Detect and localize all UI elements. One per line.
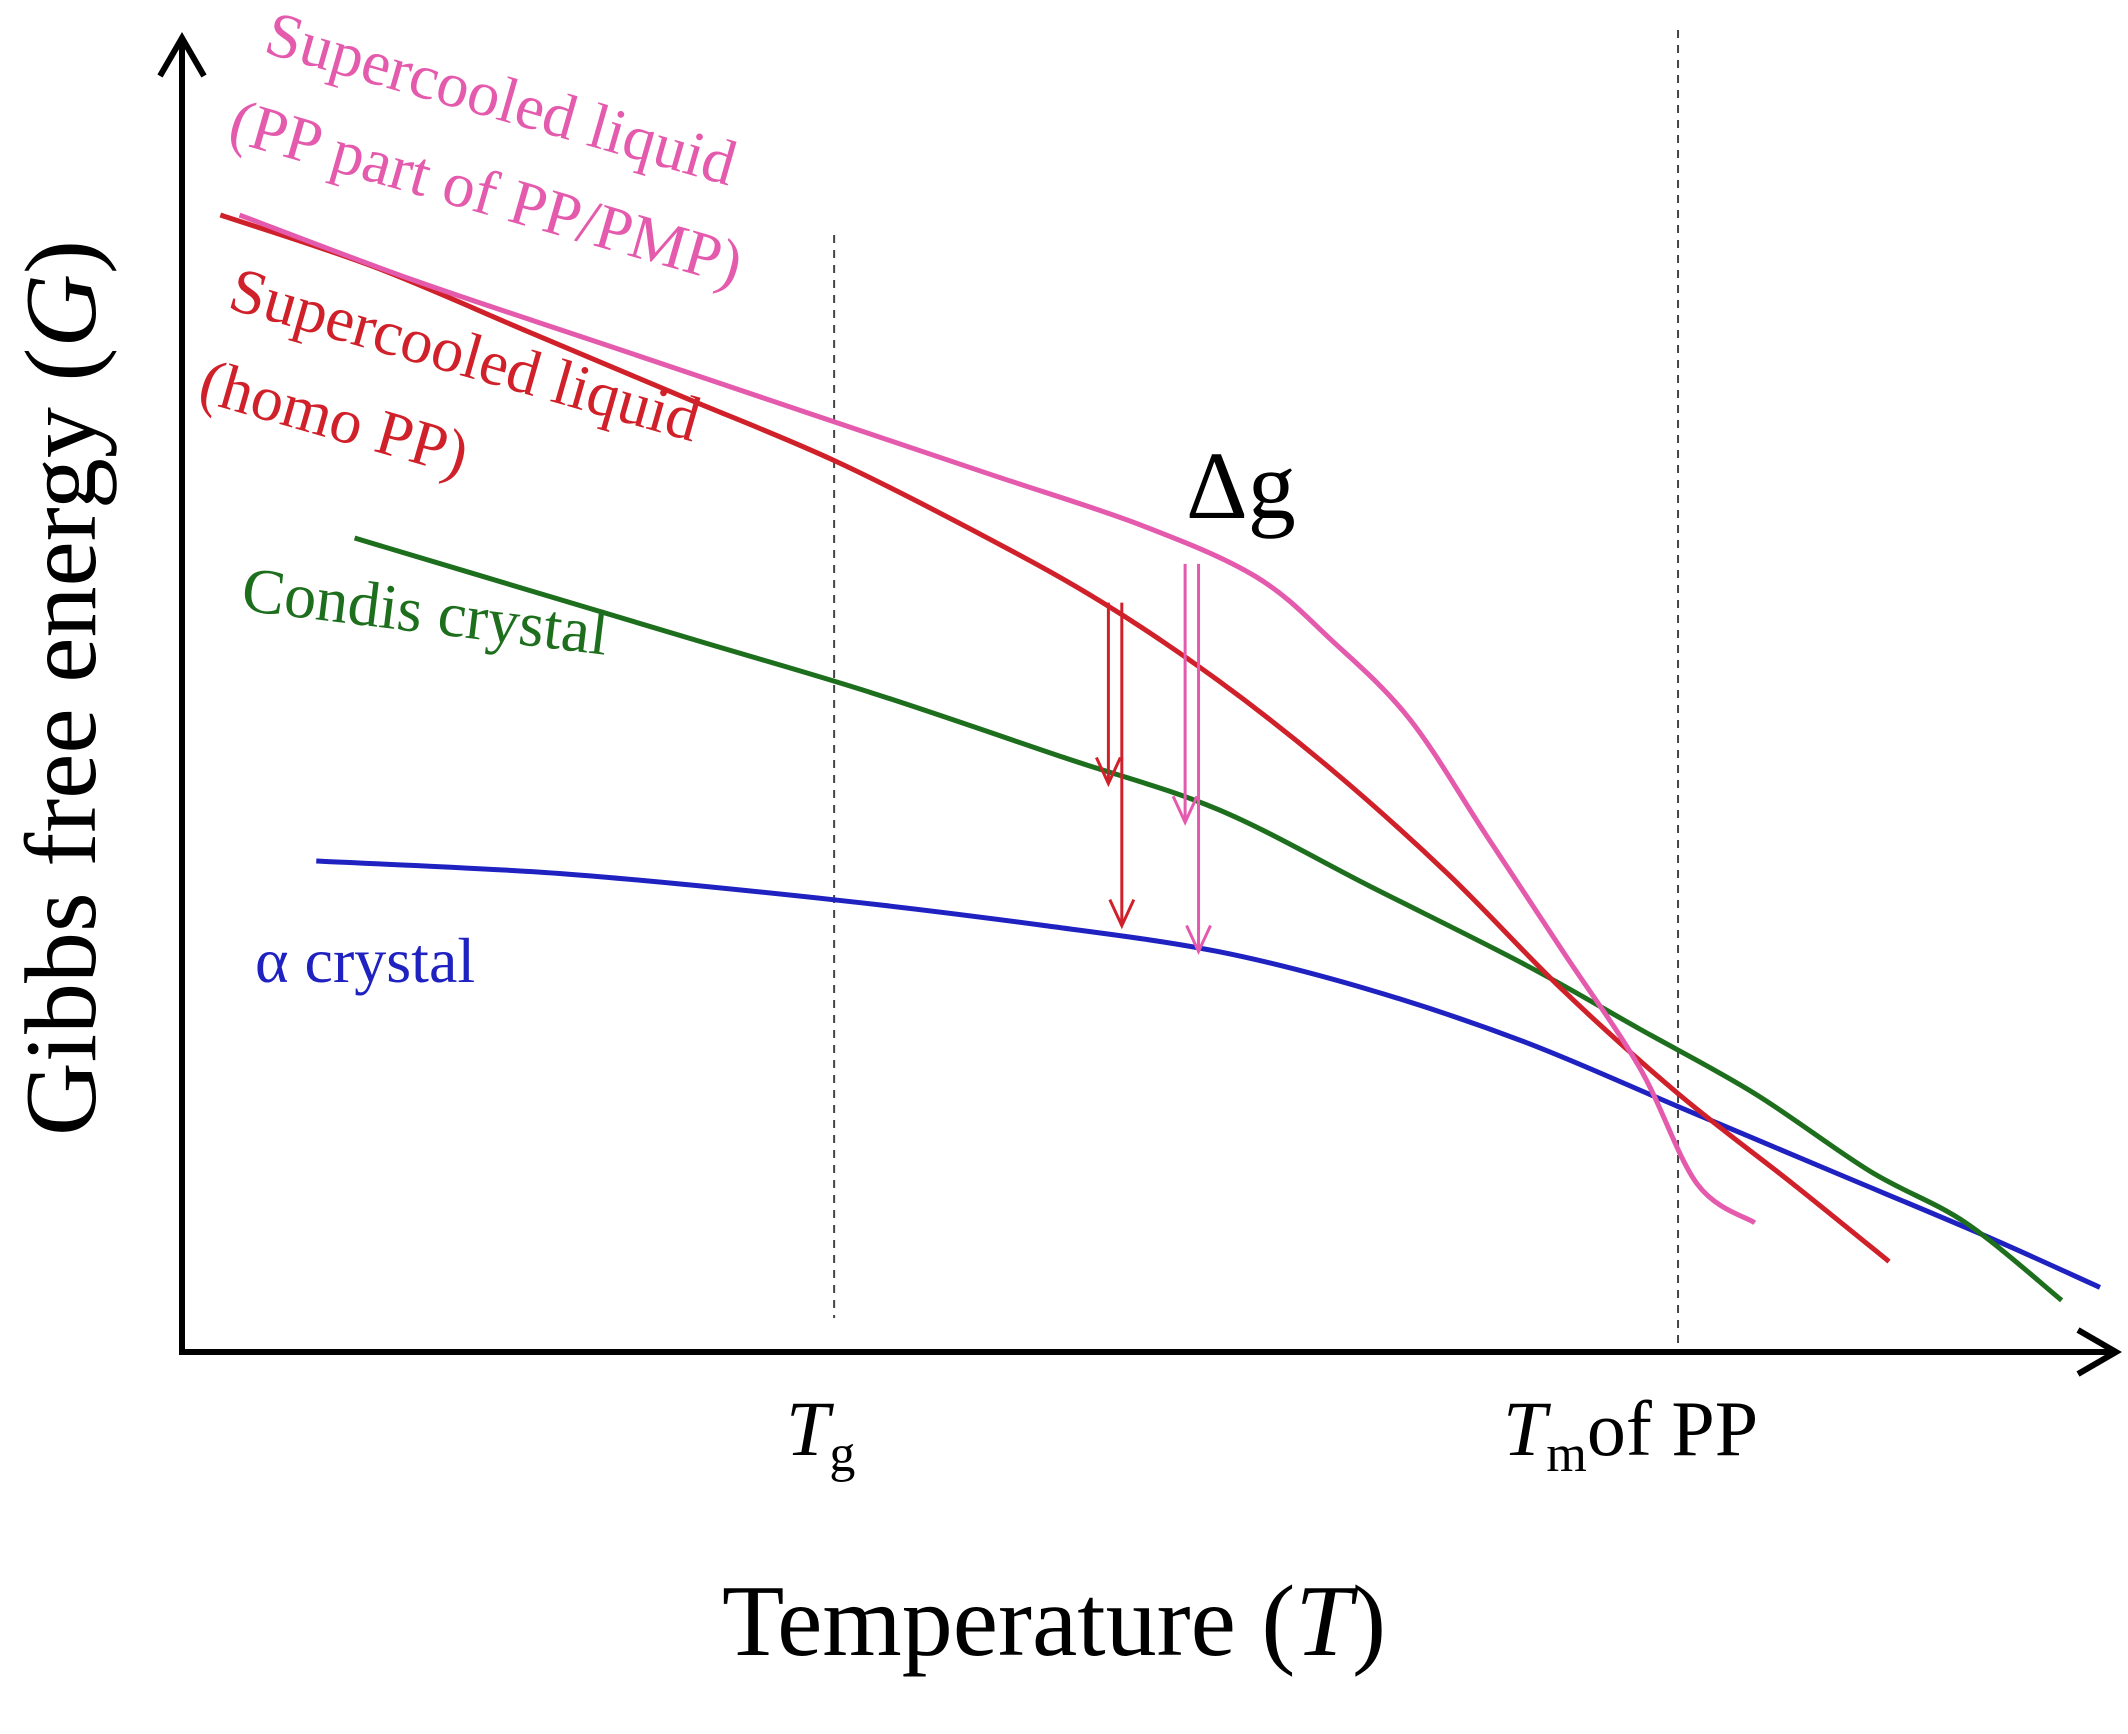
delta-g-label: Δg [1186,432,1296,539]
svg-text:α crystal: α crystal [255,925,475,996]
series-line-supercooled-homo-pp [219,212,1891,1264]
delta-g-arrowhead-4 [1185,924,1212,956]
series-label-pp-pmp: Supercooled liquid (PP part of PP/PMP) [222,0,750,299]
series-line-supercooled-pp-pmp [238,212,1757,1225]
series-line-condis-crystal [353,535,2064,1303]
delta-g-arrowhead-3 [1171,795,1199,826]
y-axis-label: Gibbs free energy (G) [5,240,118,1136]
y-axis-arrowhead [157,32,207,78]
series-label-homo-pp: Supercooled liquid (homo PP) [192,253,708,489]
series-line-alpha-crystal [316,858,2102,1290]
x-axis-arrowhead [2076,1327,2122,1377]
tick-label-tm: Tmof PP [1503,1385,1758,1483]
delta-g-arrows [1095,563,1212,956]
series-label-alpha: α crystal [255,925,475,996]
svg-text:Condis crystal: Condis crystal [238,553,612,668]
delta-g-arrowhead-1 [1095,756,1122,788]
delta-g-arrowhead-2 [1108,899,1136,930]
series-label-condis: Condis crystal [238,553,612,668]
x-axis-label: Temperature (T) [722,1565,1386,1678]
tick-label-tg: Tg [786,1385,855,1483]
